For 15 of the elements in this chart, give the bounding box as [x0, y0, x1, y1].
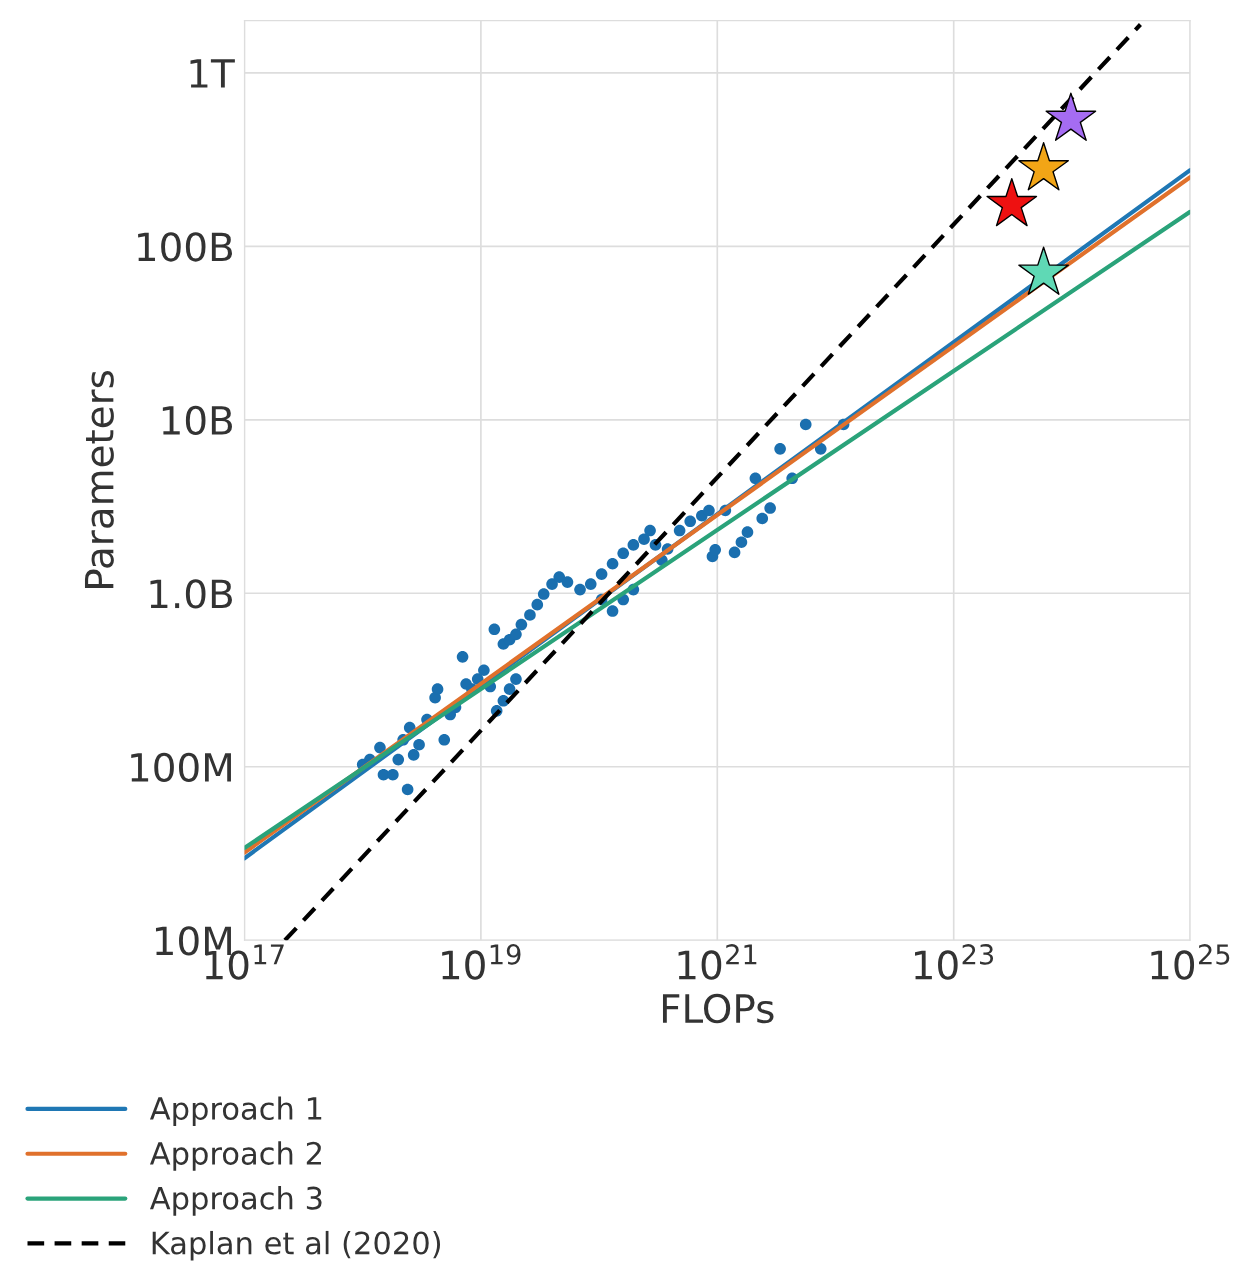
legend-label: Kaplan et al (2020) — [152, 1230, 441, 1261]
y-tick-label: 1T — [190, 59, 235, 88]
x-tick-label: 10$^{25}$ — [1151, 944, 1230, 980]
x-tick-label: 10$^{19}$ — [442, 944, 521, 980]
legend-label: Approach 2 — [149, 1141, 321, 1171]
y-axis-title: Parameters — [84, 371, 114, 588]
y-tick-label: 1.0B — [150, 579, 232, 609]
y-tick-label: 100B — [138, 232, 232, 262]
x-axis-title: FLOPs — [662, 993, 774, 1024]
x-tick-label: 10$^{21}$ — [678, 944, 757, 980]
x-tick-label: 10$^{23}$ — [915, 944, 994, 980]
legend-label: Approach 3 — [149, 1186, 322, 1216]
y-tick-label: 100M — [131, 752, 231, 783]
legend-label: Approach 1 — [149, 1096, 322, 1126]
y-tick-label: 10B — [162, 405, 232, 436]
